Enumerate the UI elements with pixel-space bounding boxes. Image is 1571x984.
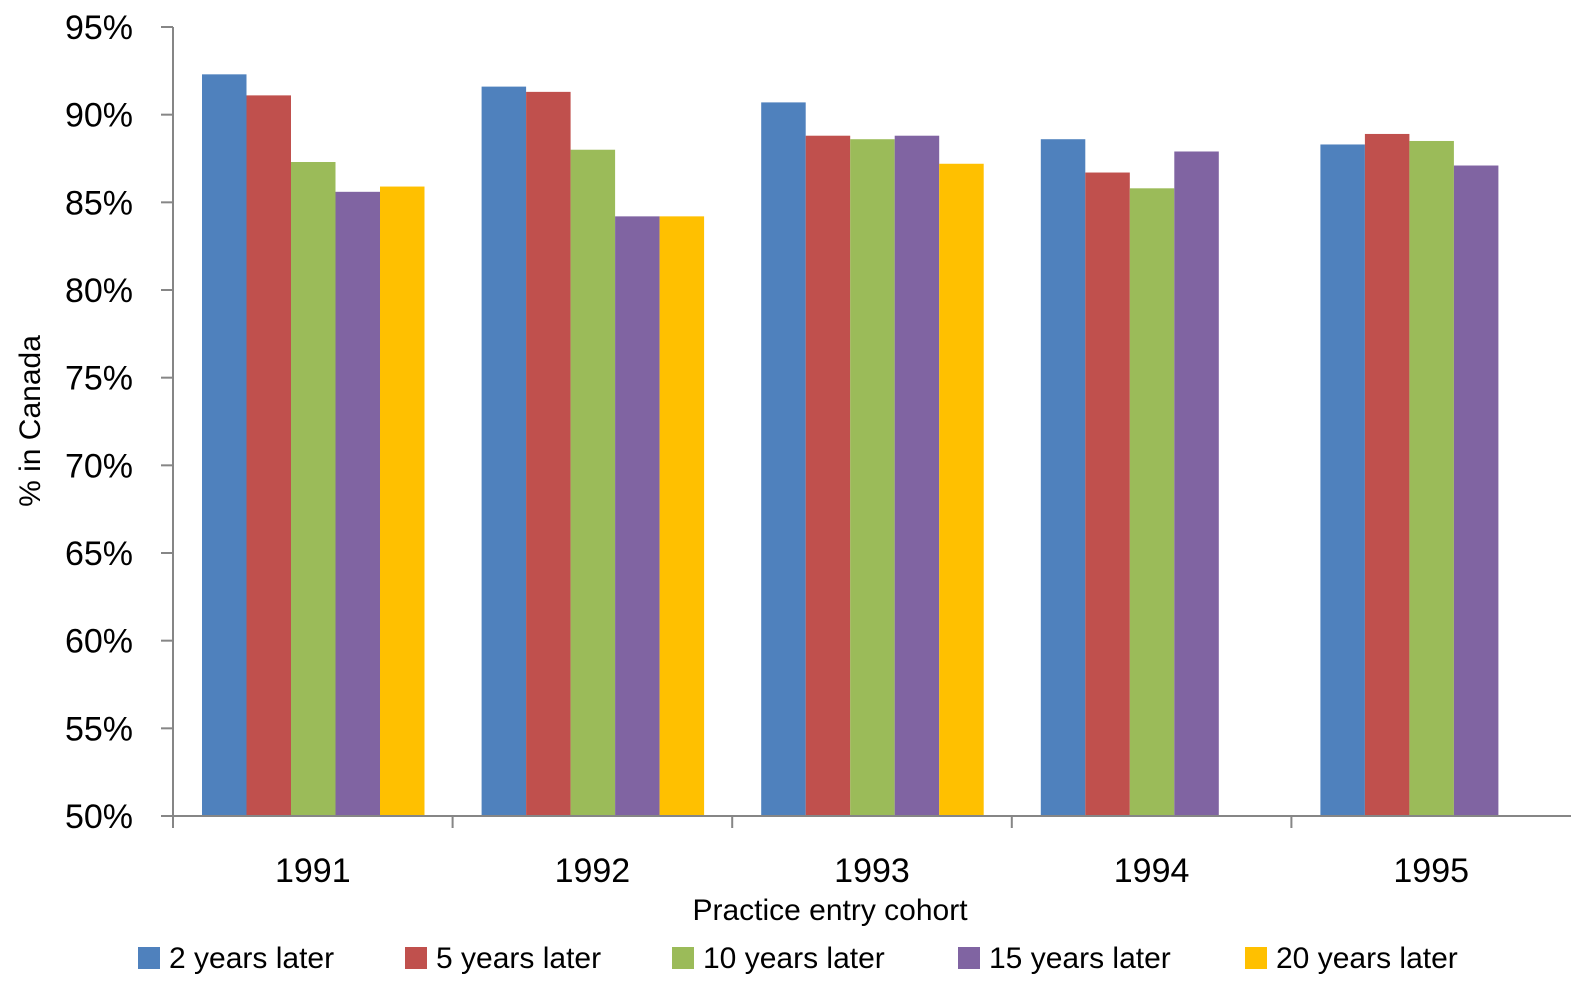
bar-1991-series-2 — [246, 95, 291, 816]
bar-1992-series-1 — [481, 86, 527, 816]
y-tick-label: 75% — [65, 360, 133, 398]
x-tick-label: 1993 — [834, 852, 910, 890]
legend-item: 15 years later — [958, 942, 1171, 975]
legend-swatch — [1245, 947, 1267, 969]
legend-swatch — [138, 947, 160, 969]
bar-1994-series-3 — [1129, 188, 1175, 817]
legend-label: 10 years later — [703, 942, 885, 975]
y-axis-title: % in Canada — [14, 335, 47, 507]
bars — [202, 74, 1499, 817]
y-tick-label: 50% — [65, 798, 133, 836]
legend-swatch — [405, 947, 427, 969]
bar-1993-series-3 — [850, 139, 895, 817]
bar-1994-series-4 — [1174, 151, 1219, 816]
axes — [172, 27, 1571, 817]
y-tick-label: 70% — [65, 447, 133, 485]
legend-swatch — [958, 947, 980, 969]
bar-1991-series-1 — [202, 74, 247, 817]
bar-1993-series-5 — [939, 163, 984, 816]
y-tick-label: 60% — [65, 623, 133, 661]
bar-1991-series-5 — [380, 186, 425, 816]
x-tick-label: 1991 — [275, 852, 351, 890]
y-axis-ticks: 50% 55% 60% 65% 70% 75% 80% 85% 90% 95% — [65, 9, 173, 836]
x-tick-label: 1992 — [555, 852, 631, 890]
bar-1995-series-2 — [1364, 133, 1410, 816]
legend-label: 15 years later — [989, 942, 1171, 975]
bar-1995-series-1 — [1320, 144, 1365, 816]
y-tick-label: 55% — [65, 710, 133, 748]
legend: 2 years later 5 years later 10 years later… — [138, 942, 1458, 975]
bar-1993-series-1 — [761, 102, 806, 817]
legend-item: 20 years later — [1245, 942, 1458, 975]
y-tick-label: 95% — [65, 9, 133, 47]
legend-item: 2 years later — [138, 942, 334, 975]
legend-swatch — [672, 947, 694, 969]
y-tick-label: 85% — [65, 184, 133, 222]
bar-1992-series-5 — [659, 216, 705, 817]
bar-1992-series-4 — [615, 216, 660, 817]
y-tick-label: 65% — [65, 535, 133, 573]
bar-1994-series-2 — [1085, 172, 1130, 816]
bar-1991-series-4 — [335, 191, 380, 816]
x-axis-title: Practice entry cohort — [692, 894, 968, 927]
legend-item: 5 years later — [405, 942, 601, 975]
y-tick-label: 80% — [65, 272, 133, 310]
bar-1992-series-3 — [570, 149, 616, 816]
bar-1993-series-4 — [894, 135, 940, 816]
y-tick-label: 90% — [65, 97, 133, 135]
bar-1995-series-4 — [1453, 165, 1499, 817]
x-tick-label: 1994 — [1114, 852, 1190, 890]
x-axis-ticks: 1991 1992 1993 1994 1995 — [172, 816, 1469, 890]
legend-label: 5 years later — [436, 942, 601, 975]
legend-label: 2 years later — [169, 942, 334, 975]
bar-1993-series-2 — [805, 135, 851, 816]
legend-label: 20 years later — [1276, 942, 1458, 975]
bar-1994-series-1 — [1040, 139, 1086, 817]
bar-1992-series-2 — [526, 91, 571, 816]
x-tick-label: 1995 — [1393, 852, 1469, 890]
legend-item: 10 years later — [672, 942, 885, 975]
bar-1995-series-3 — [1409, 140, 1454, 816]
bar-1991-series-3 — [291, 162, 336, 817]
